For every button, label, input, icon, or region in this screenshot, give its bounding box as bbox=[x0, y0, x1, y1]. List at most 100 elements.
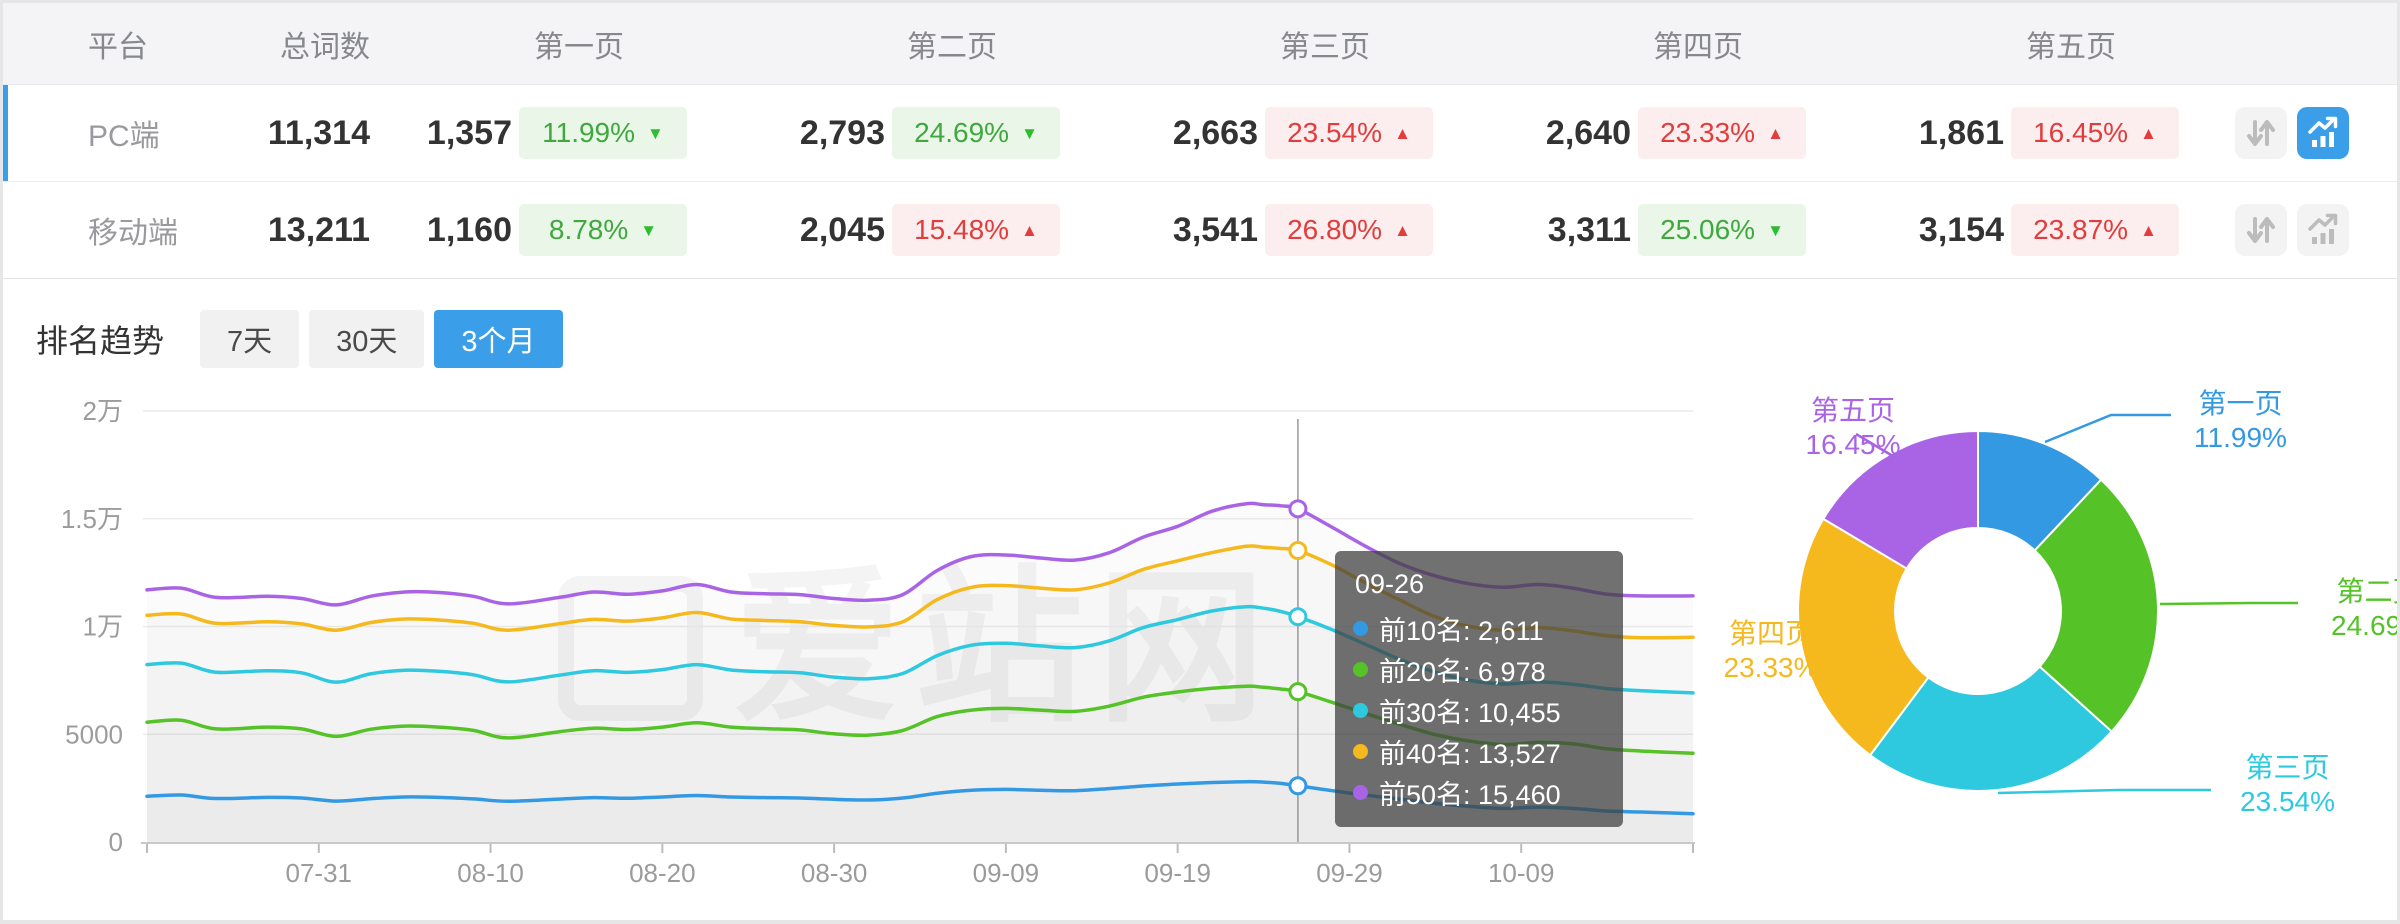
tooltip-series-value: 前20名: 6,978 bbox=[1379, 657, 1546, 687]
chart-tooltip: 09-26 前10名: 2,611 前20名: 6,978 前30名: 10,455… bbox=[1335, 551, 1623, 827]
percent-badge: 11.99% ▼ bbox=[519, 107, 687, 159]
page-3-cell: 3,541 26.80% ▲ bbox=[1116, 204, 1489, 256]
show-trend-button[interactable] bbox=[2297, 107, 2349, 159]
tab-3个月[interactable]: 3个月 bbox=[434, 310, 563, 368]
table-row[interactable]: PC端 11,314 1,357 11.99% ▼ 2,793 24.69% ▼ 2,663 23… bbox=[3, 85, 2397, 181]
x-axis-label: 09-29 bbox=[1316, 858, 1383, 888]
keyword-count: 3,311 bbox=[1547, 210, 1631, 249]
tooltip-row: 前30名: 10,455 bbox=[1353, 690, 1605, 731]
row-actions bbox=[2235, 204, 2397, 256]
series-dot-icon bbox=[1353, 744, 1368, 759]
sort-arrows-icon bbox=[2247, 120, 2275, 146]
pie-label-name: 第二页 bbox=[2336, 576, 2397, 607]
table-row[interactable]: 移动端 13,211 1,160 8.78% ▼ 2,045 15.48% ▲ 3,541 26.… bbox=[3, 181, 2397, 278]
triangle-up-icon: ▲ bbox=[1021, 220, 1038, 240]
triangle-up-icon: ▲ bbox=[2140, 123, 2157, 143]
percent-value: 8.78% bbox=[548, 214, 629, 245]
percent-badge: 24.69% ▼ bbox=[892, 107, 1060, 159]
sort-button[interactable] bbox=[2235, 107, 2287, 159]
pie-callout-第四页: 第四页 23.33% bbox=[1711, 617, 1831, 685]
pie-callout-第五页: 第五页 16.45% bbox=[1793, 394, 1913, 462]
pie-label-percent: 23.33% bbox=[1723, 652, 1819, 683]
triangle-up-icon: ▲ bbox=[2140, 220, 2157, 240]
percent-value: 11.99% bbox=[542, 117, 636, 148]
highlight-marker-前20名 bbox=[1288, 682, 1308, 702]
pie-slice-第五页[interactable] bbox=[1821, 429, 1979, 570]
x-axis-label: 07-31 bbox=[286, 858, 353, 888]
series-dot-icon bbox=[1353, 662, 1368, 677]
x-axis-label: 08-20 bbox=[629, 858, 696, 888]
trend-toolbar: 排名趋势 7天 30天 3个月 bbox=[3, 278, 2397, 379]
tooltip-row: 前20名: 6,978 bbox=[1353, 649, 1605, 690]
percent-value: 23.33% bbox=[1660, 117, 1756, 148]
percent-badge: 23.87% ▲ bbox=[2011, 204, 2179, 256]
percent-badge: 16.45% ▲ bbox=[2011, 107, 2179, 159]
triangle-down-icon: ▼ bbox=[1767, 220, 1784, 240]
pie-label-percent: 16.45% bbox=[1805, 429, 1901, 460]
trend-chart-icon bbox=[2308, 116, 2338, 147]
triangle-down-icon: ▼ bbox=[647, 123, 664, 143]
total-words-value: 13,211 bbox=[267, 210, 370, 249]
header-platform: 平台 bbox=[88, 30, 148, 64]
sort-arrows-icon bbox=[2247, 217, 2275, 243]
triangle-up-icon: ▲ bbox=[1767, 123, 1784, 143]
keyword-count: 1,160 bbox=[426, 210, 512, 249]
period-tabs: 7天 30天 3个月 bbox=[200, 310, 573, 368]
page-1-cell: 1,160 8.78% ▼ bbox=[370, 204, 743, 256]
keyword-count: 1,861 bbox=[1918, 113, 2004, 152]
pie-leader-line-第三页 bbox=[1997, 788, 2211, 795]
y-axis-label: 1.5万 bbox=[61, 504, 123, 534]
triangle-up-icon: ▲ bbox=[1394, 123, 1411, 143]
percent-value: 16.45% bbox=[2033, 117, 2129, 148]
pie-callout-第三页: 第三页 23.54% bbox=[2215, 751, 2360, 819]
highlight-marker-前40名 bbox=[1288, 540, 1308, 560]
percent-badge: 23.33% ▲ bbox=[1638, 107, 1806, 159]
keyword-count: 2,640 bbox=[1545, 113, 1631, 152]
page-5-cell: 1,861 16.45% ▲ bbox=[1862, 107, 2235, 159]
tooltip-series-value: 前50名: 15,460 bbox=[1379, 780, 1561, 810]
header-page-4: 第四页 bbox=[1653, 30, 1743, 64]
series-area-前50名 bbox=[147, 503, 1693, 842]
percent-value: 23.54% bbox=[1287, 117, 1383, 148]
header-page-5: 第五页 bbox=[2026, 30, 2116, 64]
page-5-cell: 3,154 23.87% ▲ bbox=[1862, 204, 2235, 256]
percent-value: 26.80% bbox=[1287, 214, 1383, 245]
pie-slice-第四页[interactable] bbox=[1797, 517, 1930, 757]
percent-value: 15.48% bbox=[914, 214, 1010, 245]
pie-label-name: 第四页 bbox=[1728, 618, 1813, 649]
triangle-up-icon: ▲ bbox=[1394, 220, 1411, 240]
percent-badge: 25.06% ▼ bbox=[1638, 204, 1806, 256]
tooltip-series-value: 前30名: 10,455 bbox=[1379, 698, 1561, 728]
pie-leader-line-第二页 bbox=[2159, 601, 2298, 606]
table-body: PC端 11,314 1,357 11.99% ▼ 2,793 24.69% ▼ 2,663 23… bbox=[3, 85, 2397, 278]
pie-slice-第二页[interactable] bbox=[2033, 478, 2159, 733]
keyword-count: 3,541 bbox=[1172, 210, 1258, 249]
y-axis-label: 5000 bbox=[65, 719, 123, 749]
chart-area: 爱站网 050001万1.5万2万07-3108-1008-2008-3009-… bbox=[3, 379, 2397, 920]
series-area-前20名 bbox=[147, 686, 1693, 842]
tab-7天[interactable]: 7天 bbox=[200, 310, 300, 368]
keyword-count: 2,663 bbox=[1172, 113, 1258, 152]
trend-chart-icon bbox=[2308, 213, 2338, 244]
trend-line-chart[interactable]: 0 5000 1万 1.5万 2万 07-31 08-10 08-20 08-30 09-09 09… bbox=[3, 379, 2397, 920]
sort-button[interactable] bbox=[2235, 204, 2287, 256]
y-axis-label: 1万 bbox=[83, 612, 123, 642]
percent-value: 25.06% bbox=[1660, 214, 1756, 245]
series-dot-icon bbox=[1353, 703, 1368, 718]
keyword-count: 3,154 bbox=[1918, 210, 2004, 249]
series-area-前10名 bbox=[147, 781, 1693, 842]
keyword-count: 2,793 bbox=[799, 113, 885, 152]
tooltip-row: 前50名: 15,460 bbox=[1353, 772, 1605, 813]
page-2-cell: 2,793 24.69% ▼ bbox=[743, 107, 1116, 159]
pie-slice-第三页[interactable] bbox=[1868, 665, 2114, 792]
platform-label: 移动端 bbox=[88, 217, 178, 250]
show-trend-button[interactable] bbox=[2297, 204, 2349, 256]
x-axis-label: 08-10 bbox=[457, 858, 524, 888]
series-dot-icon bbox=[1353, 621, 1368, 636]
page-2-cell: 2,045 15.48% ▲ bbox=[743, 204, 1116, 256]
x-axis-label: 09-09 bbox=[973, 858, 1040, 888]
tab-30天[interactable]: 30天 bbox=[309, 310, 425, 368]
row-actions bbox=[2235, 107, 2397, 159]
x-axis-label: 09-19 bbox=[1144, 858, 1211, 888]
platform-label: PC端 bbox=[88, 120, 160, 153]
